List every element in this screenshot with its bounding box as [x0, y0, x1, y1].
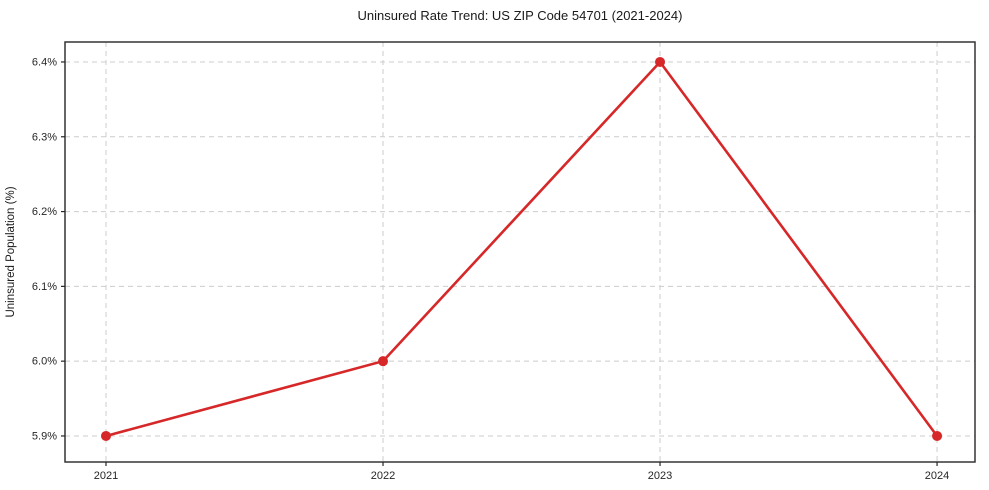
- y-tick-label: 6.0%: [32, 356, 57, 368]
- y-tick-label: 6.4%: [32, 56, 57, 68]
- tick-labels: 5.9% 6.0% 6.1% 6.2% 6.3% 6.4% 2021 2022 2023 2024: [32, 56, 949, 482]
- x-tick-label: 2022: [371, 470, 395, 482]
- x-tick-label: 2023: [648, 470, 672, 482]
- data-point-marker: [378, 356, 389, 367]
- x-tick-label: 2021: [94, 470, 118, 482]
- y-tick-label: 5.9%: [32, 430, 57, 442]
- y-axis-label: Uninsured Population (%): [5, 186, 17, 317]
- y-tick-label: 6.2%: [32, 206, 57, 218]
- chart-title: Uninsured Rate Trend: US ZIP Code 54701 …: [358, 8, 683, 23]
- data-point-marker: [932, 430, 943, 441]
- y-tick-label: 6.3%: [32, 131, 57, 143]
- data-point-marker: [655, 56, 666, 67]
- data-series: [100, 56, 943, 441]
- plot-border: [64, 41, 976, 463]
- data-point-marker: [100, 430, 111, 441]
- trend-line: [104, 60, 939, 438]
- y-tick-label: 6.1%: [32, 281, 57, 293]
- plot-area: [65, 42, 975, 462]
- x-tick-label: 2024: [925, 470, 949, 482]
